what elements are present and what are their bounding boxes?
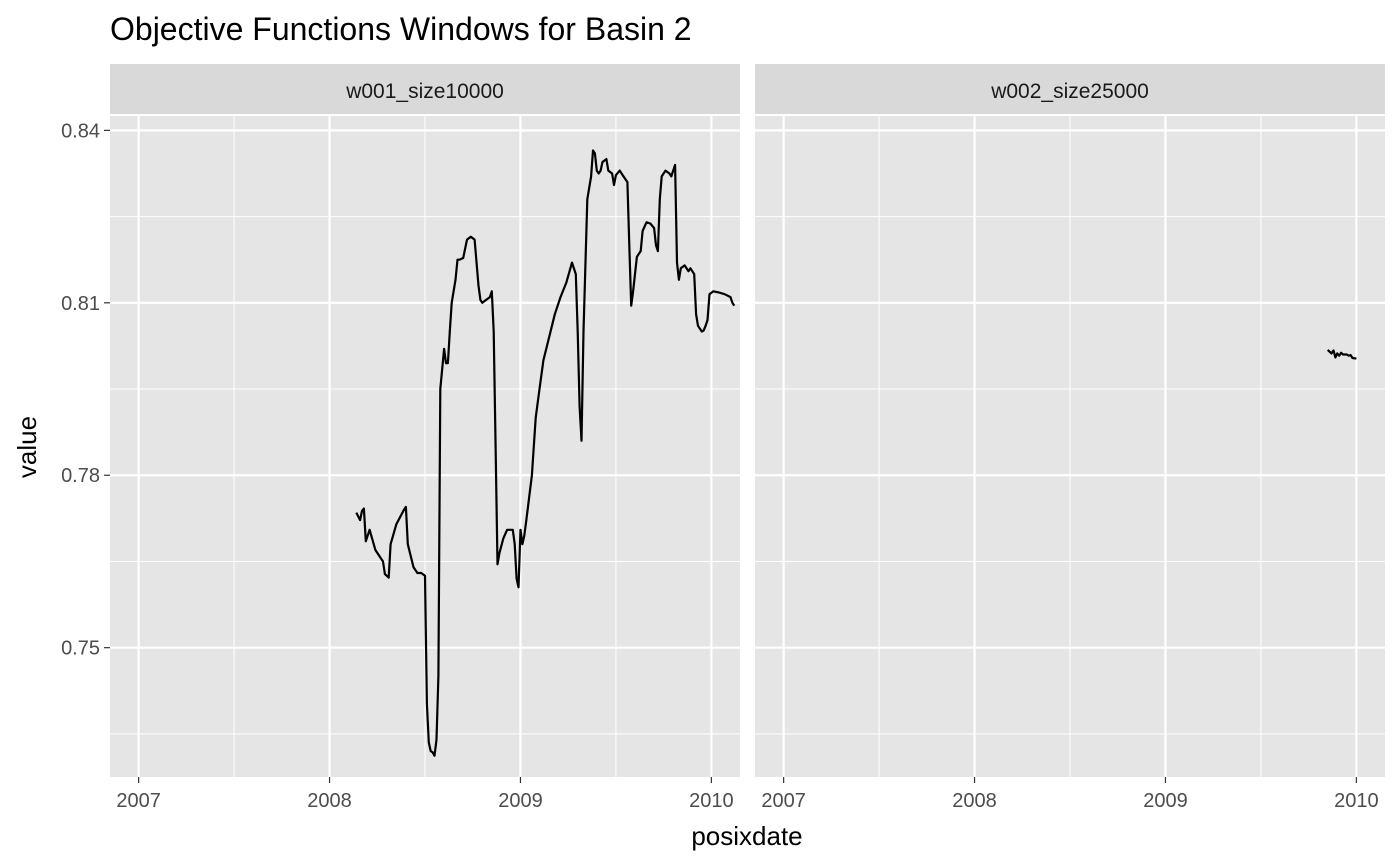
y-tick-label: 0.75 xyxy=(61,638,100,660)
facet-panel: w002_size25000 2007 2008 2009 2010 xyxy=(755,64,1385,812)
x-tick-label: 2007 xyxy=(116,790,161,812)
series-line xyxy=(1326,349,1357,360)
facet-strip-label: w001_size10000 xyxy=(345,80,504,103)
y-axis-title: value xyxy=(12,416,42,478)
facet-strip xyxy=(110,64,740,114)
x-tick-label: 2008 xyxy=(307,790,352,812)
x-tick-label: 2007 xyxy=(761,790,806,812)
x-axis-title: posixdate xyxy=(691,821,802,851)
x-tick-label: 2008 xyxy=(952,790,997,812)
series-line xyxy=(355,149,736,757)
facet-strip xyxy=(755,64,1385,114)
chart-title: Objective Functions Windows for Basin 2 xyxy=(110,11,692,47)
facet-strip-label: w002_size25000 xyxy=(990,80,1149,103)
x-tick-label: 2010 xyxy=(689,790,734,812)
x-tick-label: 2009 xyxy=(1143,790,1188,812)
facet-panel: w001_size10000 2007 2008 2009 2010 xyxy=(110,64,740,812)
x-tick-label: 2009 xyxy=(498,790,543,812)
x-tick-label: 2010 xyxy=(1334,790,1379,812)
y-tick-label: 0.84 xyxy=(61,120,100,142)
y-tick-label: 0.78 xyxy=(61,465,100,487)
y-tick-label: 0.81 xyxy=(61,293,100,315)
